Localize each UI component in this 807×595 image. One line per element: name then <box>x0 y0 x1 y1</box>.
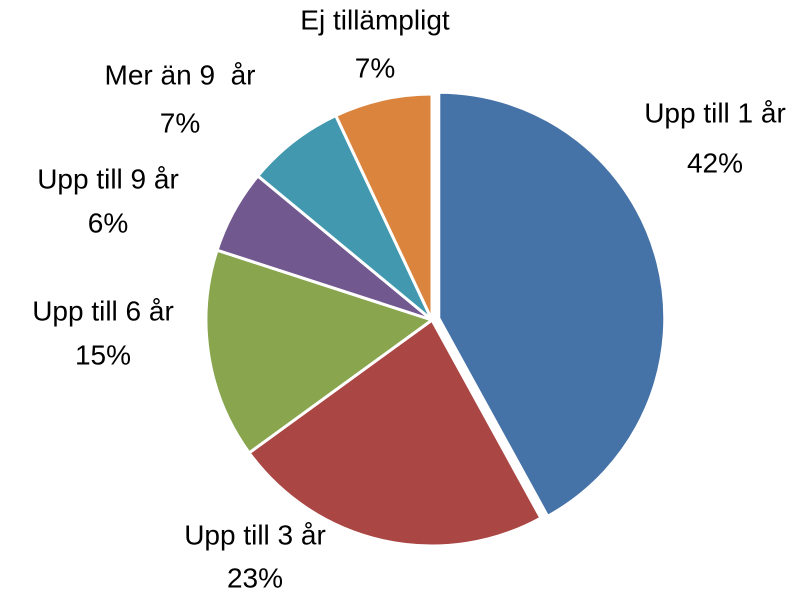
slice-label: Ej tillämpligt <box>300 4 450 35</box>
slice-value-label: 15% <box>75 339 131 370</box>
pie-slice <box>437 90 667 519</box>
slice-value-label: 23% <box>227 562 283 593</box>
slice-value-label: 7% <box>160 107 200 138</box>
pie-slice <box>204 248 436 455</box>
slice-label: Mer än 9 år <box>105 59 256 90</box>
slice-label: Upp till 3 år <box>184 519 326 550</box>
slice-label: Upp till 1 år <box>644 97 786 128</box>
slice-value-label: 42% <box>687 147 743 178</box>
pie-slice <box>333 92 434 321</box>
slice-label: Upp till 9 år <box>37 163 179 194</box>
pie-slice <box>247 317 543 548</box>
slice-label: Upp till 6 år <box>32 295 174 326</box>
slice-value-label: 6% <box>88 207 128 238</box>
slice-value-label: 7% <box>355 52 395 83</box>
